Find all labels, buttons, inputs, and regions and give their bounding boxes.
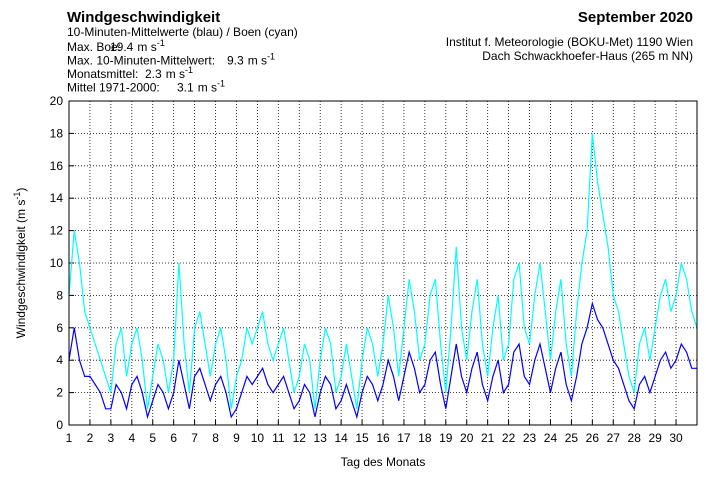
x-tick-label: 17	[397, 431, 411, 445]
x-tick-label: 10	[251, 431, 265, 445]
stat-number: 3.1	[177, 81, 194, 95]
stat-unit: m s	[248, 54, 267, 68]
y-tick-label: 4	[56, 353, 63, 367]
stat-label: Monatsmittel:	[67, 67, 138, 81]
x-tick-label: 2	[87, 431, 94, 445]
stat-value: 19.4 m s-1	[110, 38, 165, 54]
chart-title: Windgeschwindigkeit	[67, 9, 220, 26]
stat-unit-exp: -1	[217, 79, 225, 89]
y-tick-label: 14	[50, 191, 64, 205]
y-tick-label: 6	[56, 321, 63, 335]
period: September 2020	[578, 9, 693, 26]
y-axis-label: Windgeschwindigkeit (m s-1)	[12, 188, 28, 339]
x-tick-label: 30	[669, 431, 683, 445]
x-tick-label: 8	[212, 431, 219, 445]
y-axis-label-text: Windgeschwindigkeit (m s	[14, 200, 28, 339]
y-axis-label-exp: -1	[12, 192, 22, 200]
x-tick-label: 15	[355, 431, 369, 445]
station: Dach Schwackhoefer-Haus (265 m NN)	[482, 49, 693, 63]
stat-label: Max. 10-Minuten-Mittelwert:	[67, 54, 215, 68]
y-tick-label: 0	[56, 418, 63, 432]
x-tick-label: 1	[66, 431, 73, 445]
x-tick-label: 25	[565, 431, 579, 445]
y-tick-label: 16	[50, 159, 64, 173]
x-tick-label: 3	[108, 431, 115, 445]
y-tick-label: 2	[56, 386, 63, 400]
stat-number: 19.4	[110, 40, 134, 54]
x-tick-label: 26	[586, 431, 600, 445]
x-tick-label: 22	[502, 431, 516, 445]
y-tick-label: 8	[56, 288, 63, 302]
stat-value: 3.1 m s-1	[177, 79, 225, 95]
x-tick-label: 11	[272, 431, 285, 445]
x-tick-label: 23	[523, 431, 537, 445]
y-axis-label-close: )	[14, 188, 28, 192]
x-tick-label: 6	[170, 431, 177, 445]
x-tick-label: 12	[293, 431, 307, 445]
stat-value: 2.3 m s-1	[145, 65, 193, 81]
series-line	[68, 301, 697, 420]
x-tick-label: 20	[460, 431, 474, 445]
x-tick-label: 24	[544, 431, 558, 445]
x-axis-label: Tag des Monats	[341, 455, 426, 469]
x-tick-label: 27	[607, 431, 621, 445]
x-tick-label: 13	[314, 431, 328, 445]
x-tick-label: 9	[233, 431, 240, 445]
y-tick-label: 12	[50, 224, 64, 238]
stat-unit: m s	[166, 67, 185, 81]
x-tick-label: 7	[191, 431, 198, 445]
stat-unit-exp: -1	[157, 38, 165, 48]
stat-number: 2.3	[145, 67, 162, 81]
stat-unit: m s	[137, 40, 156, 54]
y-tick-label: 20	[50, 94, 64, 108]
x-tick-label: 16	[376, 431, 390, 445]
x-tick-label: 19	[439, 431, 453, 445]
stat-number: 9.3	[227, 54, 244, 68]
stat-unit: m s	[198, 81, 217, 95]
x-tick-label: 29	[648, 431, 662, 445]
y-tick-label: 10	[50, 256, 64, 270]
institute: Institut f. Meteorologie (BOKU-Met) 1190…	[446, 35, 693, 49]
stat-label: Mittel 1971-2000:	[67, 81, 160, 95]
series-line	[68, 133, 698, 409]
x-tick-label: 28	[628, 431, 642, 445]
x-tick-label: 14	[334, 431, 348, 445]
x-tick-label: 21	[481, 431, 495, 445]
y-tick-label: 18	[50, 126, 64, 140]
x-tick-label: 5	[149, 431, 156, 445]
stat-unit-exp: -1	[267, 52, 275, 62]
x-tick-label: 18	[418, 431, 432, 445]
plot-frame	[68, 100, 698, 426]
subtitle: 10-Minuten-Mittelwerte (blau) / Boen (cy…	[67, 25, 298, 39]
x-tick-label: 4	[128, 431, 135, 445]
stat-unit-exp: -1	[185, 65, 193, 75]
stat-value: 9.3 m s-1	[227, 52, 275, 68]
stat-label: Max. Boe:	[67, 40, 121, 54]
